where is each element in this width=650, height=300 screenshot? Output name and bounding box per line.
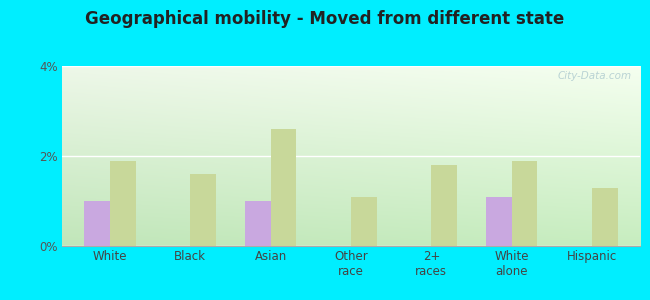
Bar — [110, 160, 136, 246]
Text: City-Data.com: City-Data.com — [558, 71, 632, 81]
Bar — [190, 174, 216, 246]
Bar — [486, 196, 512, 246]
Bar — [351, 196, 377, 246]
Bar — [270, 129, 296, 246]
Bar — [432, 165, 457, 246]
Bar — [512, 160, 538, 246]
Bar — [245, 201, 270, 246]
Bar — [84, 201, 110, 246]
Text: Geographical mobility - Moved from different state: Geographical mobility - Moved from diffe… — [85, 11, 565, 28]
Bar — [592, 188, 617, 246]
